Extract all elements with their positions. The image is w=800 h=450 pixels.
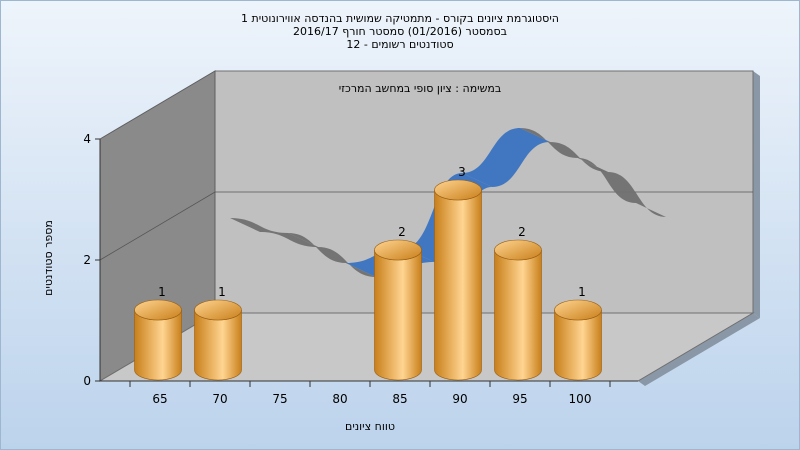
ribbon-segment (578, 158, 666, 217)
chart-title-line-3: סטודנטים רשומים - 12 (346, 38, 453, 51)
back-wall-shadow (753, 71, 760, 318)
axes-group: 0 2 4 65 70 75 80 85 90 95 100 (83, 132, 638, 406)
chart-title-line-2: בסמסטר (01/2016) סמסטר חורף 2016/17 (293, 25, 507, 38)
bar-data-label: 3 (458, 165, 466, 179)
x-tick-label: 75 (272, 392, 287, 406)
ribbon-segment (462, 128, 550, 187)
bar-data-label: 1 (158, 285, 166, 299)
bar-top (554, 299, 602, 321)
ribbon-segment (520, 128, 608, 172)
x-tick-label: 85 (392, 392, 407, 406)
chart-title-line-1: היסטוגרמת ציונים בקורס - מתמטיקה שמושית … (241, 12, 559, 25)
bar-100 (554, 309, 602, 381)
x-tick-label: 100 (569, 392, 592, 406)
bar-95 (494, 249, 542, 381)
x-tick-label: 80 (332, 392, 347, 406)
y-gridline (99, 191, 753, 261)
bars-group: 1 1 2 3 2 1 (134, 165, 602, 381)
bar-top (494, 239, 542, 261)
ribbon-segment (230, 218, 318, 247)
x-tick-label: 70 (212, 392, 227, 406)
bar-top (434, 179, 482, 201)
bar-top (374, 239, 422, 261)
ribbon-segment (288, 233, 376, 277)
bar-85 (374, 249, 422, 381)
x-tick-label: 90 (452, 392, 467, 406)
bar-data-label: 1 (218, 285, 226, 299)
y-tick-label: 0 (83, 374, 91, 388)
bar-data-label: 2 (398, 225, 406, 239)
bar-65 (134, 309, 182, 381)
y-tick-label: 4 (83, 132, 91, 146)
bar-top (134, 299, 182, 321)
bar-top (194, 299, 242, 321)
bar-data-label: 1 (578, 285, 586, 299)
bar-70 (194, 309, 242, 381)
floor-shadow (638, 313, 760, 386)
x-tick-label: 65 (152, 392, 167, 406)
x-tick-label: 95 (512, 392, 527, 406)
x-axis-label: טווח ציונים (345, 420, 395, 433)
y-axis-label: מספר סטודנטים (42, 220, 55, 296)
bar-90 (434, 189, 482, 381)
bar-data-label: 2 (518, 225, 526, 239)
chart-annotation: במשימה : ציון סופי במחשב המרכזי (339, 82, 502, 95)
y-tick-label: 2 (83, 253, 91, 267)
